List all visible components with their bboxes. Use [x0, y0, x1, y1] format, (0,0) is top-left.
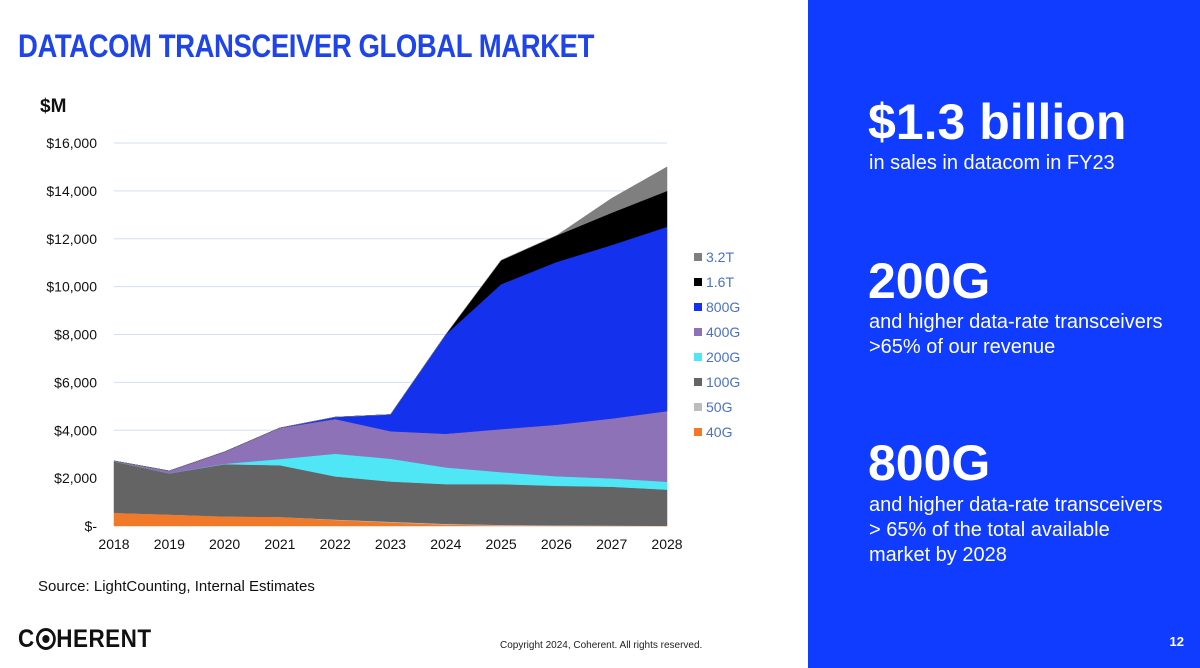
y-tick-label: $- [85, 518, 98, 534]
source-note: Source: LightCounting, Internal Estimate… [38, 578, 315, 595]
y-tick-label: $2,000 [54, 470, 97, 486]
chart-legend: 3.2T 1.6T 800G 400G 200G 100G 50G 40G [694, 249, 740, 440]
y-tick-label: $16,000 [46, 135, 97, 151]
stat-value-800g: 800G [868, 435, 991, 491]
x-tick-label: 2019 [154, 536, 185, 552]
x-tick-label: 2023 [375, 536, 406, 552]
y-tick-label: $6,000 [54, 374, 97, 390]
legend-label-400g: 400G [706, 324, 740, 340]
y-axis-ticks: $- $2,000 $4,000 $6,000 $8,000 $10,000 $12,000… [46, 135, 97, 534]
y-tick-label: $10,000 [46, 279, 97, 295]
logo-o-icon [35, 628, 56, 650]
x-axis-ticks: 2018 2019 2020 2021 2022 2023 2024 2025 2026 2027… [98, 536, 682, 552]
coherent-logo: C HERENT [18, 624, 152, 654]
legend-swatch-100g [694, 378, 702, 386]
area-series-3-2t [113, 166, 668, 472]
x-tick-label: 2027 [596, 536, 627, 552]
legend-label-1-6t: 1.6T [706, 274, 734, 290]
x-tick-label: 2026 [541, 536, 572, 552]
x-tick-label: 2022 [320, 536, 351, 552]
legend-label-40g: 40G [706, 424, 732, 440]
y-tick-label: $12,000 [46, 231, 97, 247]
stacked-areas [113, 166, 668, 527]
legend-label-50g: 50G [706, 399, 732, 415]
legend-swatch-50g [694, 403, 702, 411]
stat-value-200g: 200G [868, 253, 991, 309]
stat-text-sales: in sales in datacom in FY23 [869, 152, 1115, 174]
stat-text-200g: and higher data-rate transceivers >65% o… [869, 311, 1163, 358]
logo-letter-c: C [18, 624, 35, 653]
legend-label-200g: 200G [706, 349, 740, 365]
y-tick-label: $8,000 [54, 327, 97, 343]
legend-label-800g: 800G [706, 299, 740, 315]
highlights-panel: $1.3 billion in sales in datacom in FY23… [808, 0, 1200, 668]
legend-label-3-2t: 3.2T [706, 249, 734, 265]
stat-value-sales: $1.3 billion [868, 94, 1127, 150]
copyright-notice: Copyright 2024, Coherent. All rights res… [500, 640, 703, 651]
x-tick-label: 2025 [486, 536, 517, 552]
x-tick-label: 2028 [651, 536, 682, 552]
legend-swatch-40g [694, 428, 702, 436]
legend-swatch-3-2t [694, 253, 702, 261]
legend-swatch-800g [694, 303, 702, 311]
legend-swatch-400g [694, 328, 702, 336]
y-tick-label: $4,000 [54, 422, 97, 438]
x-tick-label: 2018 [98, 536, 129, 552]
legend-swatch-1-6t [694, 278, 702, 286]
page-number: 12 [1169, 634, 1184, 649]
x-tick-label: 2021 [264, 536, 295, 552]
logo-letters: HERENT [56, 624, 152, 653]
x-tick-label: 2024 [430, 536, 461, 552]
y-unit-label: $M [40, 96, 67, 117]
market-area-chart: $- $2,000 $4,000 $6,000 $8,000 $10,000 $12,000… [46, 135, 740, 552]
x-tick-label: 2020 [209, 536, 240, 552]
legend-swatch-200g [694, 353, 702, 361]
y-tick-label: $14,000 [46, 183, 97, 199]
stat-text-800g: and higher data-rate transceivers > 65% … [869, 494, 1163, 566]
legend-label-100g: 100G [706, 374, 740, 390]
slide-title: DATACOM TRANSCEIVER GLOBAL MARKET [18, 28, 594, 64]
